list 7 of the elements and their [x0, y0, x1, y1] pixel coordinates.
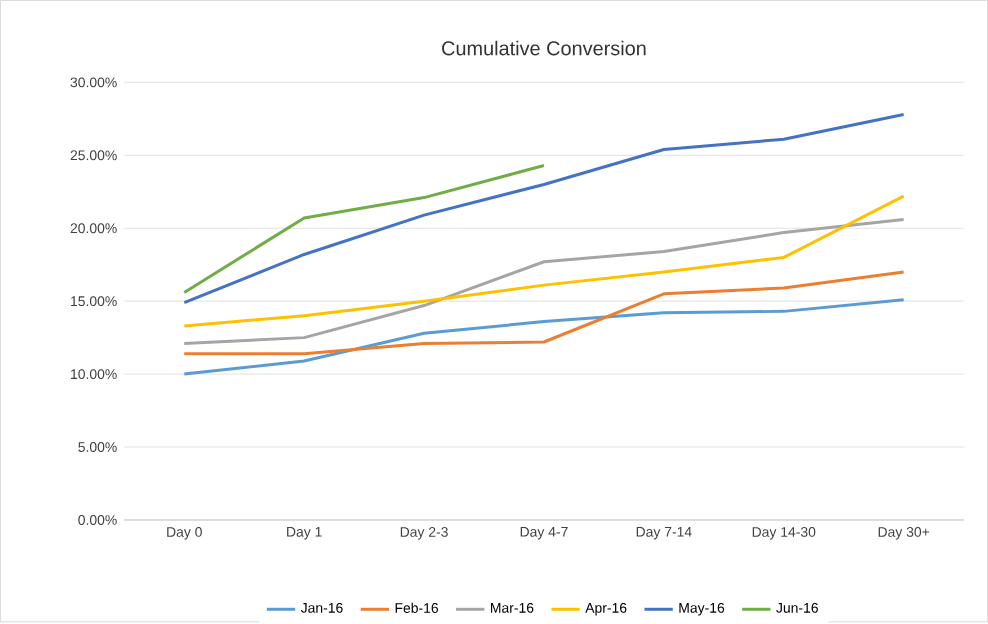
chart-title: Cumulative Conversion	[442, 40, 646, 56]
line-series	[182, 113, 906, 305]
line-series	[182, 218, 906, 346]
line-series	[182, 164, 546, 294]
line-series	[182, 194, 906, 328]
line-series	[182, 270, 906, 356]
line-series	[182, 298, 906, 376]
